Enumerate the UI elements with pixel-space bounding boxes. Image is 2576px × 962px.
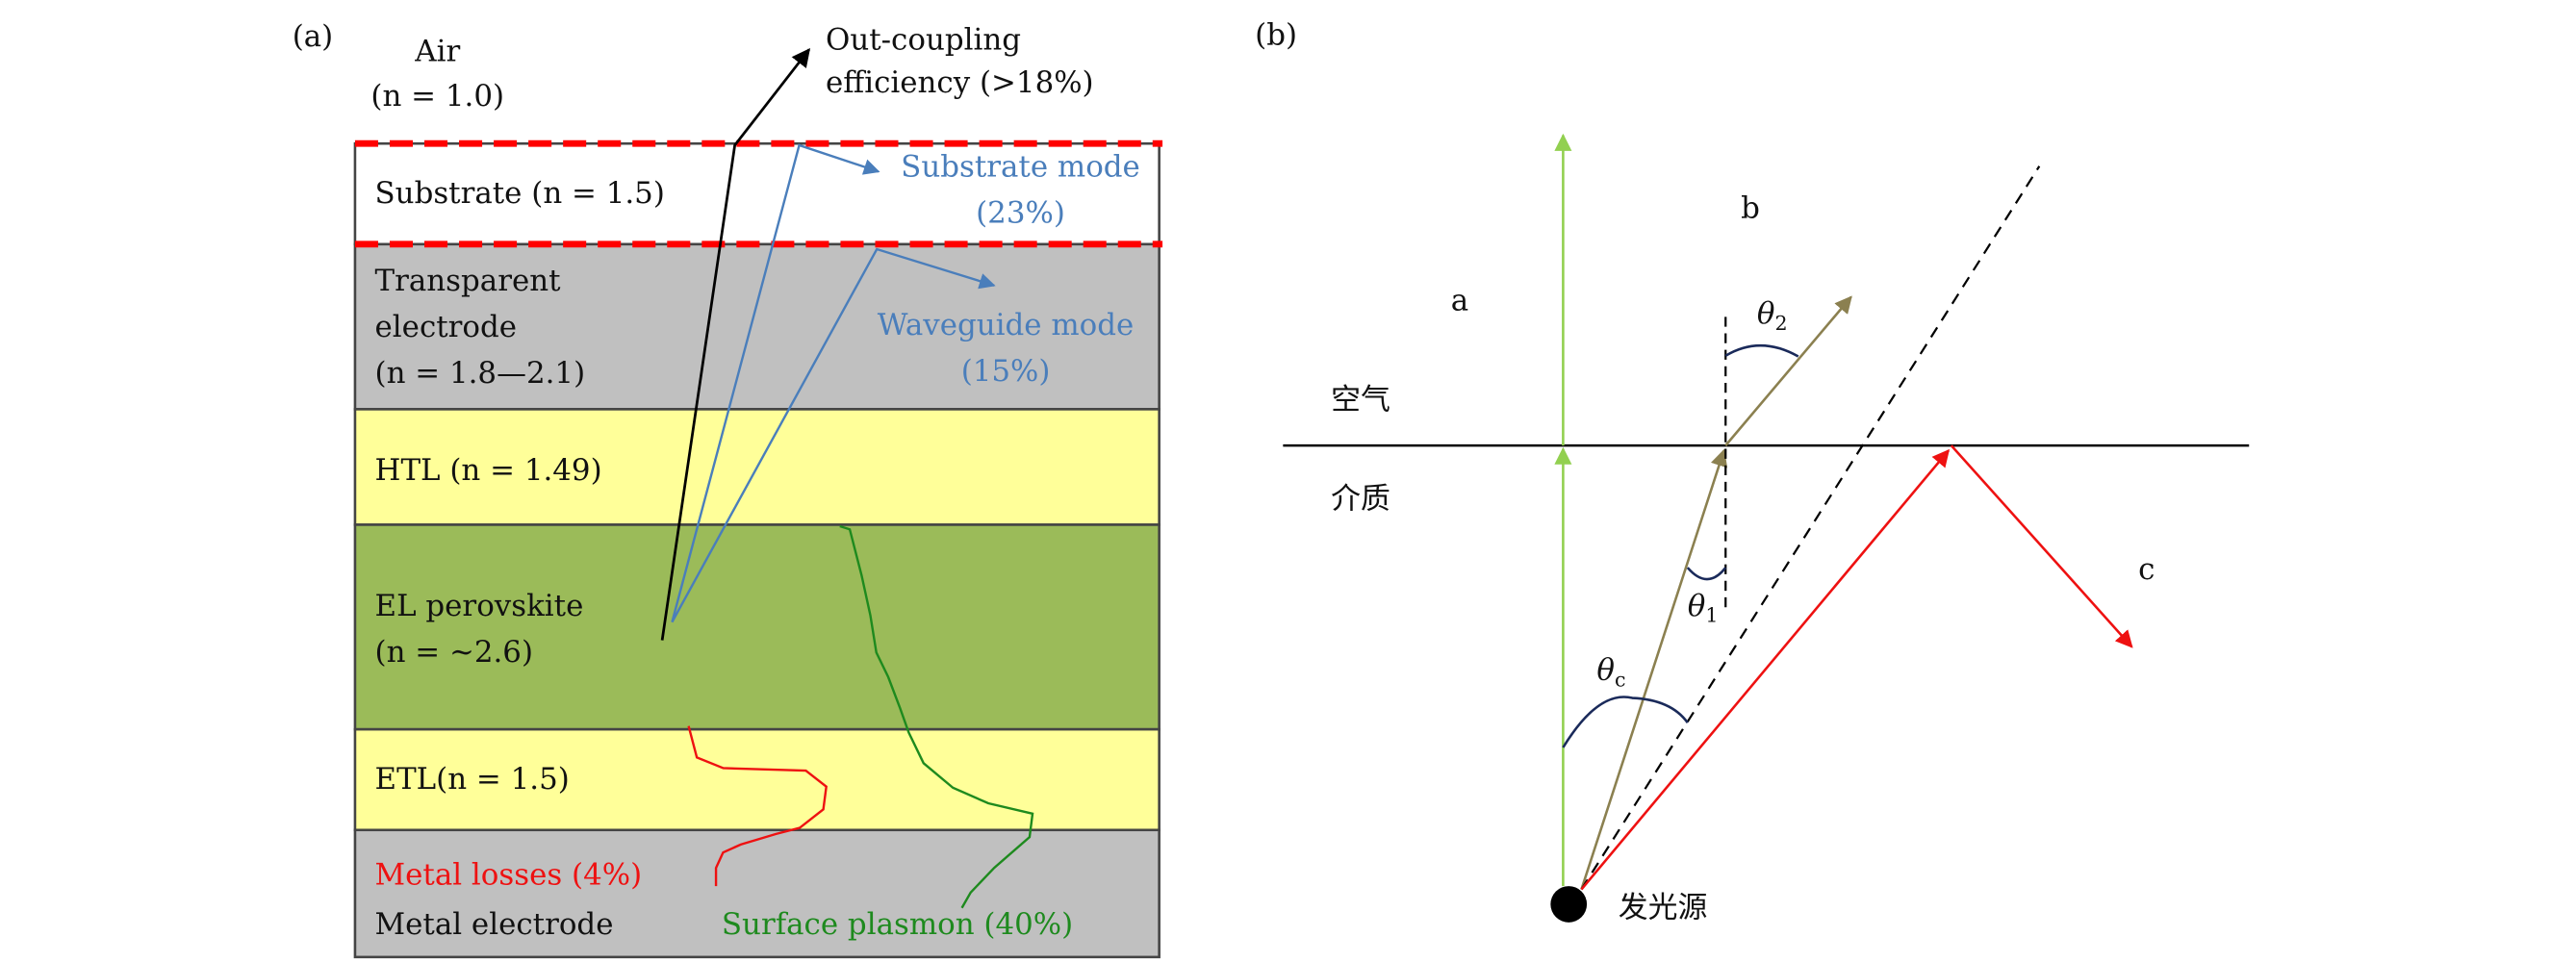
layer-substrate (353, 141, 1160, 246)
outcoupling-line2: efficiency (>18%) (826, 65, 1094, 100)
theta1-label: θ1 (1688, 589, 1719, 627)
theta2-arc (1724, 343, 1799, 358)
outcoupling-ray (660, 47, 811, 641)
light-source-dot (1550, 886, 1588, 923)
theta1-arc (1686, 567, 1727, 581)
layer-metal-electrode (353, 828, 1160, 959)
outcoupling-line1: Out-coupling (826, 22, 1021, 57)
layer-etl (353, 727, 1160, 832)
el-label-line2: (n = ~2.6) (375, 635, 533, 670)
ray-b-refracted (1724, 295, 1852, 446)
substrate-mode-pct: (23%) (976, 196, 1065, 231)
metal-losses-curve (687, 725, 828, 887)
air-index: (n = 1.0) (370, 79, 504, 114)
ray-a-label: a (1451, 283, 1468, 317)
air-label-cn: 空气 (1331, 382, 1390, 417)
te-label-line3: (n = 1.8—2.1) (375, 356, 586, 391)
ray-b-label: b (1741, 190, 1760, 225)
panel-a: (a) Air (n = 1.0) Out-coupling efficienc… (293, 19, 1163, 959)
layer-transparent-electrode (353, 242, 1160, 411)
ray-c-reflected (1950, 444, 2133, 648)
etl-label: ETL(n = 1.5) (375, 762, 570, 797)
critical-angle-dashed (1580, 165, 2041, 891)
panel-b-label: (b) (1255, 17, 1297, 52)
el-label-line1: EL perovskite (375, 589, 584, 623)
air-label: Air (414, 34, 460, 68)
metal-losses-label: Metal losses (4%) (375, 857, 643, 892)
substrate-mode-ray (671, 143, 880, 622)
waveguide-mode-ray (671, 247, 996, 623)
waveguide-mode-pct: (15%) (961, 354, 1051, 389)
panel-b: (b) 空气 介质 发光源 a b c θ2 θ1 θc (1255, 17, 2250, 925)
panel-a-label: (a) (293, 19, 334, 54)
layer-el-perovskite (353, 523, 1160, 731)
substrate-label: Substrate (n = 1.5) (375, 176, 665, 211)
te-label-line1: Transparent (375, 264, 562, 298)
ray-b-incident (1580, 448, 1728, 890)
te-label-line2: electrode (375, 310, 518, 344)
light-source-label: 发光源 (1619, 891, 1708, 925)
ray-c-incident (1580, 448, 1951, 891)
theta2-label: θ2 (1757, 296, 1788, 335)
surface-plasmon-curve (839, 524, 1034, 909)
medium-label-cn: 介质 (1331, 481, 1390, 516)
htl-label: HTL (n = 1.49) (375, 453, 602, 488)
metal-electrode-label: Metal electrode (375, 907, 614, 942)
thetac-label: θc (1596, 653, 1625, 692)
ray-c-label: c (2138, 552, 2155, 587)
waveguide-mode-label: Waveguide mode (878, 308, 1135, 342)
surface-plasmon-label: Surface plasmon (40%) (722, 907, 1073, 942)
substrate-mode-label: Substrate mode (901, 150, 1140, 185)
thetac-arc (1562, 696, 1689, 748)
